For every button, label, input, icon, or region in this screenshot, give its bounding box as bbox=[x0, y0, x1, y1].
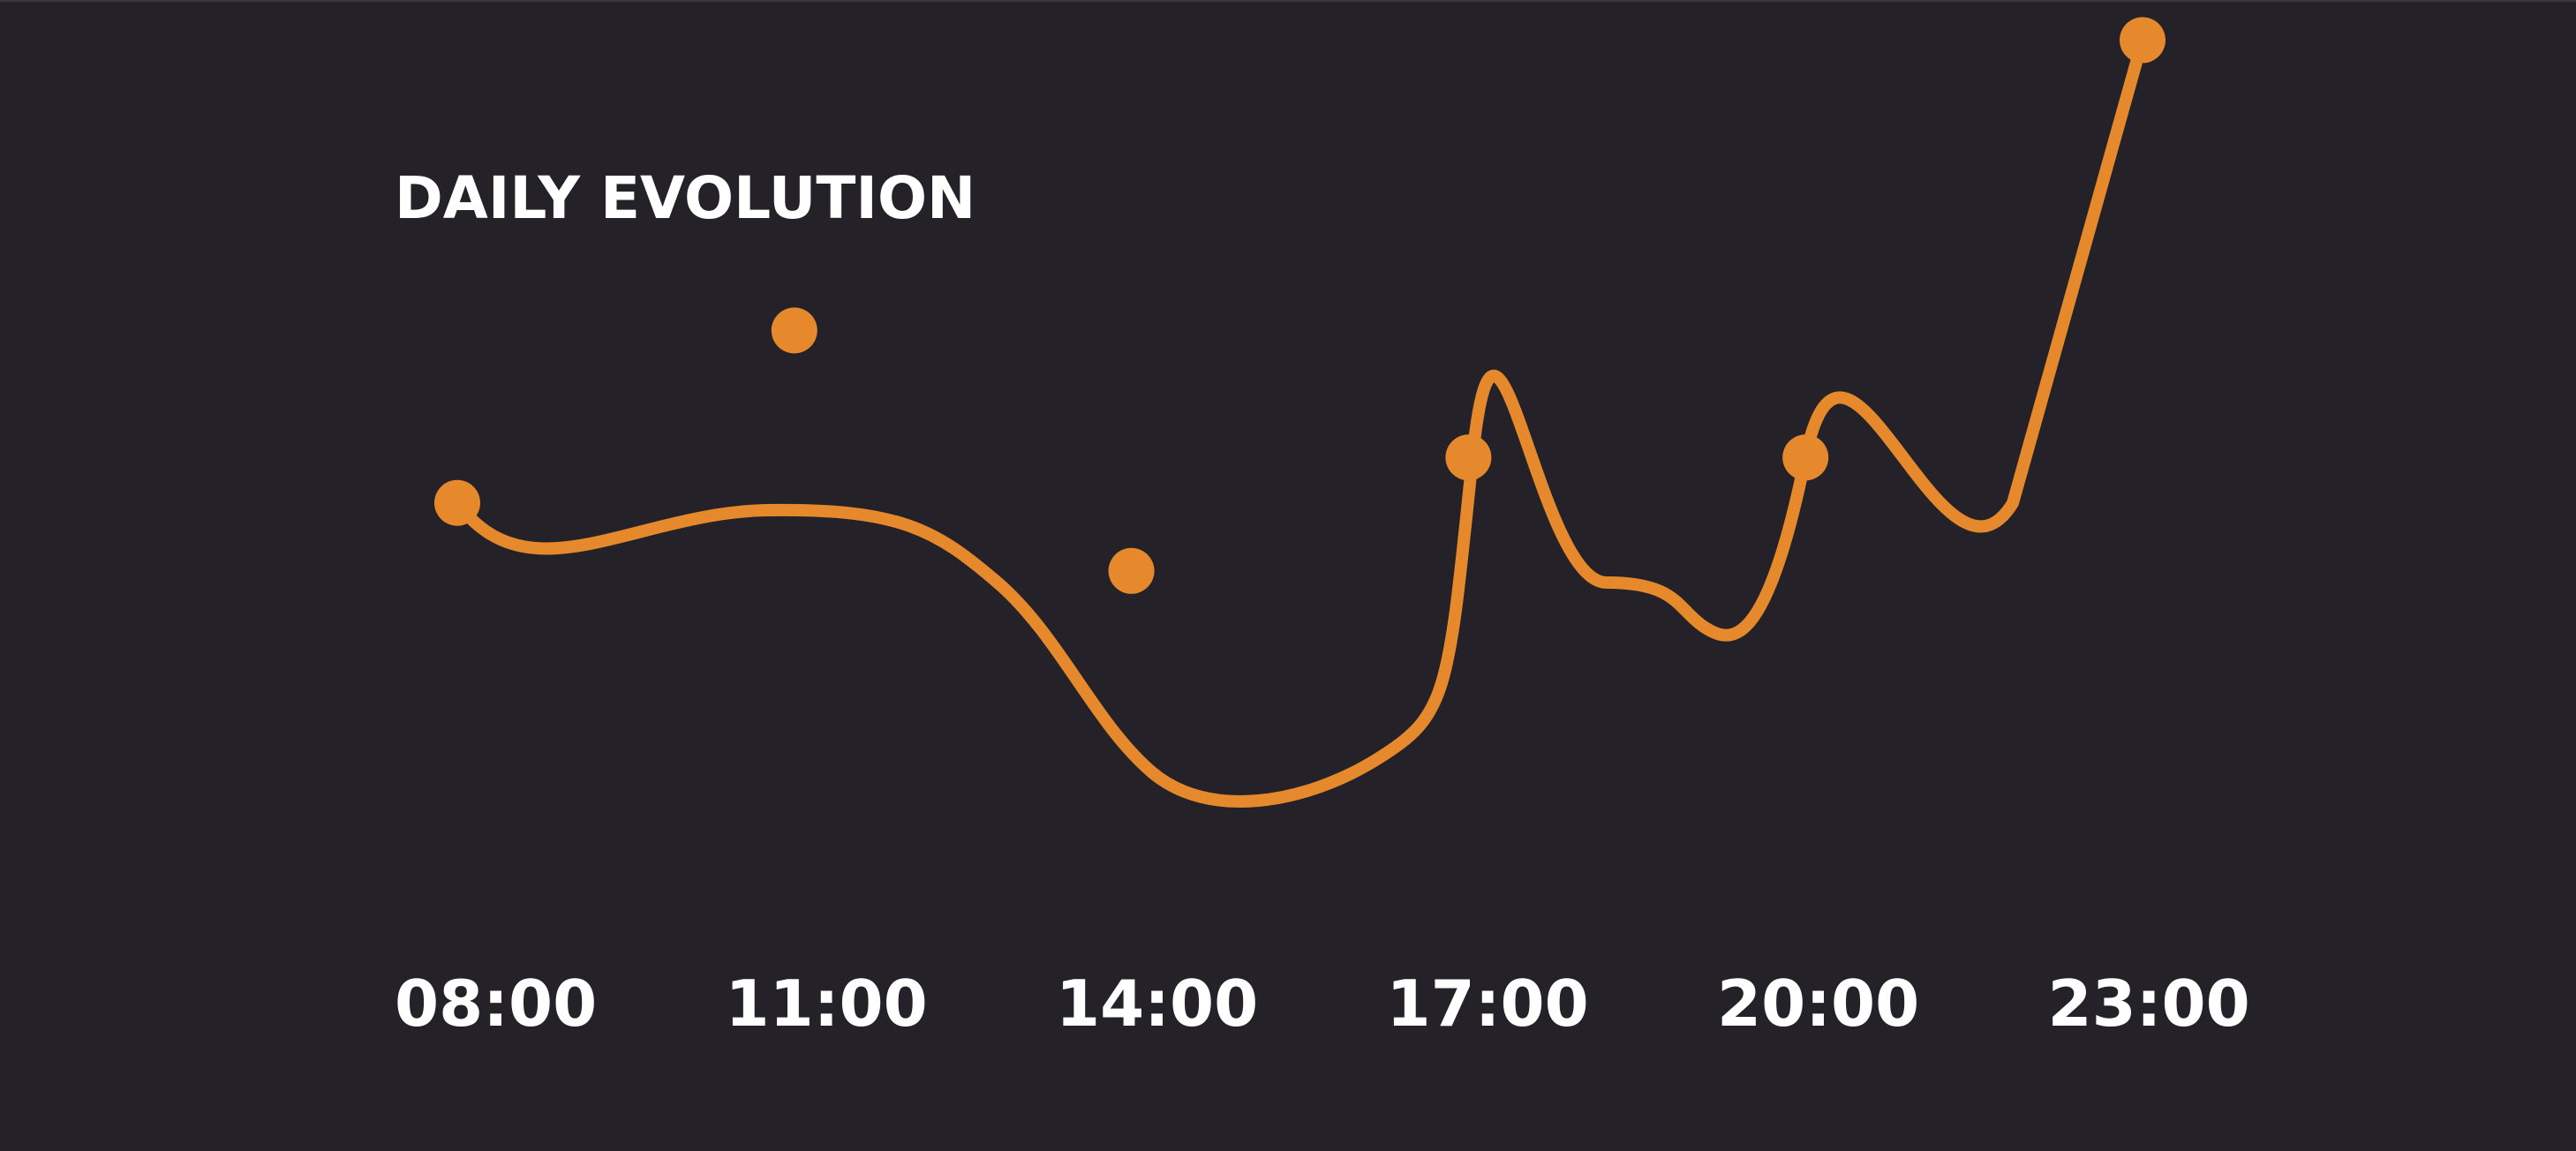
x-tick-label: 17:00 bbox=[1387, 967, 1589, 1041]
data-point-0800[interactable] bbox=[434, 479, 480, 526]
x-tick-label: 23:00 bbox=[2048, 967, 2250, 1041]
x-tick-label: 08:00 bbox=[395, 967, 597, 1041]
data-point-1100[interactable] bbox=[771, 307, 817, 354]
x-tick-label: 11:00 bbox=[726, 967, 928, 1041]
top-border bbox=[0, 0, 2576, 2]
x-axis-ticks: 08:00 11:00 14:00 17:00 20:00 23:00 bbox=[395, 967, 2250, 1041]
data-point-2300[interactable] bbox=[2120, 17, 2165, 64]
data-point-2000[interactable] bbox=[1782, 434, 1829, 481]
x-tick-label: 14:00 bbox=[1056, 967, 1258, 1041]
chart-title: DAILY EVOLUTION bbox=[395, 164, 976, 232]
data-point-1700[interactable] bbox=[1445, 434, 1492, 481]
plot-area bbox=[434, 17, 2165, 808]
data-point-1400[interactable] bbox=[1108, 547, 1155, 594]
x-tick-label: 20:00 bbox=[1717, 967, 1919, 1041]
series-line bbox=[451, 34, 2149, 808]
